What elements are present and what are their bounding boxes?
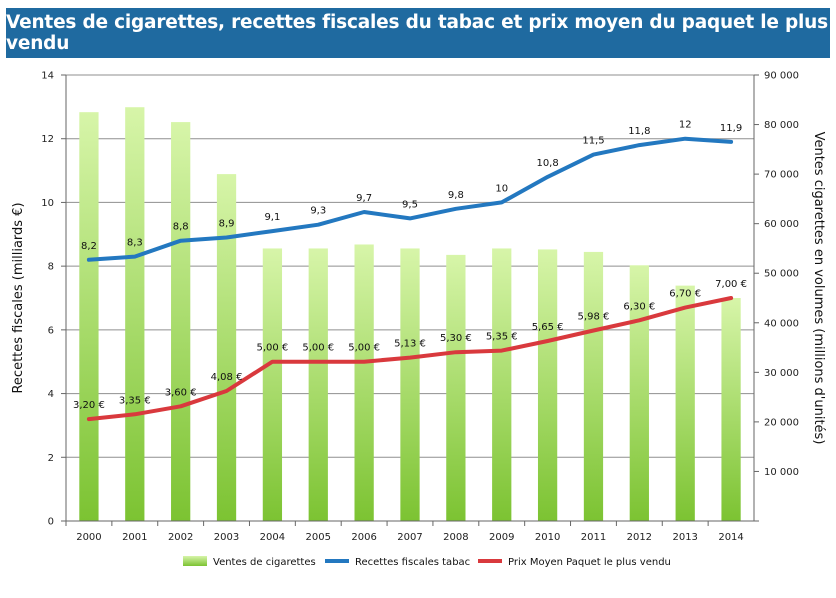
data-label-recettes: 9,1 — [264, 212, 280, 223]
y-right-tick-label: 10 000 — [764, 467, 799, 478]
data-label-prix: 5,00 € — [348, 343, 380, 354]
y-right-tick-label: 20 000 — [764, 417, 799, 428]
data-label-recettes: 10,8 — [536, 158, 558, 169]
bar-ventes — [721, 298, 741, 521]
data-label-prix: 5,13 € — [394, 339, 426, 350]
data-label-prix: 7,00 € — [715, 279, 747, 290]
y-left-tick-label: 12 — [41, 134, 54, 145]
data-label-recettes: 8,9 — [219, 218, 235, 229]
bar-ventes — [79, 112, 99, 522]
bar-ventes — [354, 244, 374, 522]
legend: Ventes de cigarettes Recettes fiscales ta… — [183, 556, 671, 568]
data-label-prix: 3,60 € — [165, 387, 197, 398]
bar-ventes — [171, 122, 191, 522]
y-right-tick-label: 50 000 — [764, 269, 799, 280]
y-left-tick-label: 10 — [41, 198, 54, 209]
y-left-tick-label: 14 — [41, 71, 54, 82]
bar-ventes — [675, 285, 695, 521]
x-tick-label: 2007 — [397, 532, 422, 543]
data-label-recettes: 8,2 — [81, 241, 97, 252]
x-tick-label: 2014 — [718, 532, 743, 543]
legend-label-ventes: Ventes de cigarettes — [213, 557, 316, 568]
data-label-prix: 5,00 € — [256, 343, 288, 354]
bar-ventes — [629, 265, 649, 521]
x-tick-label: 2008 — [443, 532, 468, 543]
data-label-prix: 5,65 € — [532, 322, 564, 333]
y-right-tick-label: 90 000 — [764, 71, 799, 82]
chart-title: Ventes de cigarettes, recettes fiscales … — [6, 12, 828, 54]
data-labels: 8,2 8,3 8,8 8,9 9,1 9,3 9,7 9,5 9,8 10 10,8 11,5 11,… — [73, 120, 747, 411]
data-label-recettes: 12 — [679, 120, 692, 131]
bar-ventes — [583, 251, 604, 521]
data-label-recettes: 11,5 — [582, 136, 604, 147]
y-right-tick-label: 80 000 — [764, 120, 799, 131]
data-label-recettes: 8,3 — [127, 238, 143, 249]
x-tick-label: 2000 — [76, 532, 101, 543]
data-label-recettes: 9,8 — [448, 190, 464, 201]
legend-swatch-ventes — [183, 556, 207, 566]
x-tick-label: 2012 — [627, 532, 652, 543]
x-tick-label: 2004 — [260, 532, 285, 543]
y-right-tick-label: 40 000 — [764, 318, 799, 329]
x-tick-label: 2003 — [214, 532, 239, 543]
data-label-prix: 5,35 € — [486, 332, 518, 343]
bar-ventes — [262, 248, 283, 521]
x-tick-label: 2010 — [535, 532, 560, 543]
axes: 0 2 4 6 8 10 12 14 10 000 20 000 30 000 40 000 50 00… — [11, 71, 826, 544]
x-tick-label: 2009 — [489, 532, 514, 543]
data-label-recettes: 11,9 — [720, 123, 742, 134]
bar-ventes — [308, 248, 328, 521]
bar-series-ventes — [79, 107, 741, 522]
y-left-tick-label: 0 — [48, 517, 54, 528]
data-label-prix: 5,98 € — [578, 311, 610, 322]
y-left-axis-title: Recettes fiscales (milliards €) — [11, 202, 26, 393]
data-label-recettes: 10 — [495, 183, 508, 194]
x-tick-label: 2006 — [351, 532, 376, 543]
data-label-prix: 5,30 € — [440, 333, 472, 344]
y-left-tick-label: 6 — [48, 325, 54, 336]
line-series — [86, 136, 734, 422]
y-right-tick-label: 60 000 — [764, 219, 799, 230]
x-tick-label: 2011 — [581, 532, 606, 543]
data-label-prix: 3,20 € — [73, 400, 105, 411]
chart-title-bar: Ventes de cigarettes, recettes fiscales … — [6, 8, 830, 58]
data-label-prix: 4,08 € — [211, 372, 243, 383]
y-left-tick-label: 2 — [48, 453, 54, 464]
data-label-recettes: 9,3 — [310, 206, 326, 217]
bar-ventes — [216, 174, 237, 521]
x-tick-label: 2001 — [122, 532, 147, 543]
data-label-recettes: 9,7 — [356, 193, 372, 204]
bar-ventes — [446, 254, 466, 522]
y-right-tick-label: 70 000 — [764, 170, 799, 181]
data-label-recettes: 8,8 — [173, 222, 189, 233]
data-label-prix: 3,35 € — [119, 395, 151, 406]
y-right-tick-label: 30 000 — [764, 368, 799, 379]
x-tick-label: 2013 — [672, 532, 697, 543]
bar-ventes — [537, 249, 558, 522]
data-label-recettes: 11,8 — [628, 126, 650, 137]
y-left-tick-label: 4 — [48, 389, 54, 400]
data-label-recettes: 9,5 — [402, 199, 418, 210]
x-tick-label: 2002 — [168, 532, 193, 543]
y-right-axis-title: Ventes cigarettes en volumes (millions d… — [811, 132, 826, 445]
data-label-prix: 5,00 € — [302, 343, 334, 354]
legend-label-recettes: Recettes fiscales tabac — [355, 557, 470, 568]
y-left-tick-label: 8 — [48, 262, 54, 273]
data-label-prix: 6,30 € — [623, 301, 655, 312]
bar-ventes — [400, 248, 420, 521]
legend-label-prix: Prix Moyen Paquet le plus vendu — [508, 557, 671, 568]
data-label-prix: 6,70 € — [669, 289, 701, 300]
bar-ventes — [125, 107, 145, 521]
x-tick-label: 2005 — [306, 532, 331, 543]
bar-ventes — [492, 248, 512, 521]
